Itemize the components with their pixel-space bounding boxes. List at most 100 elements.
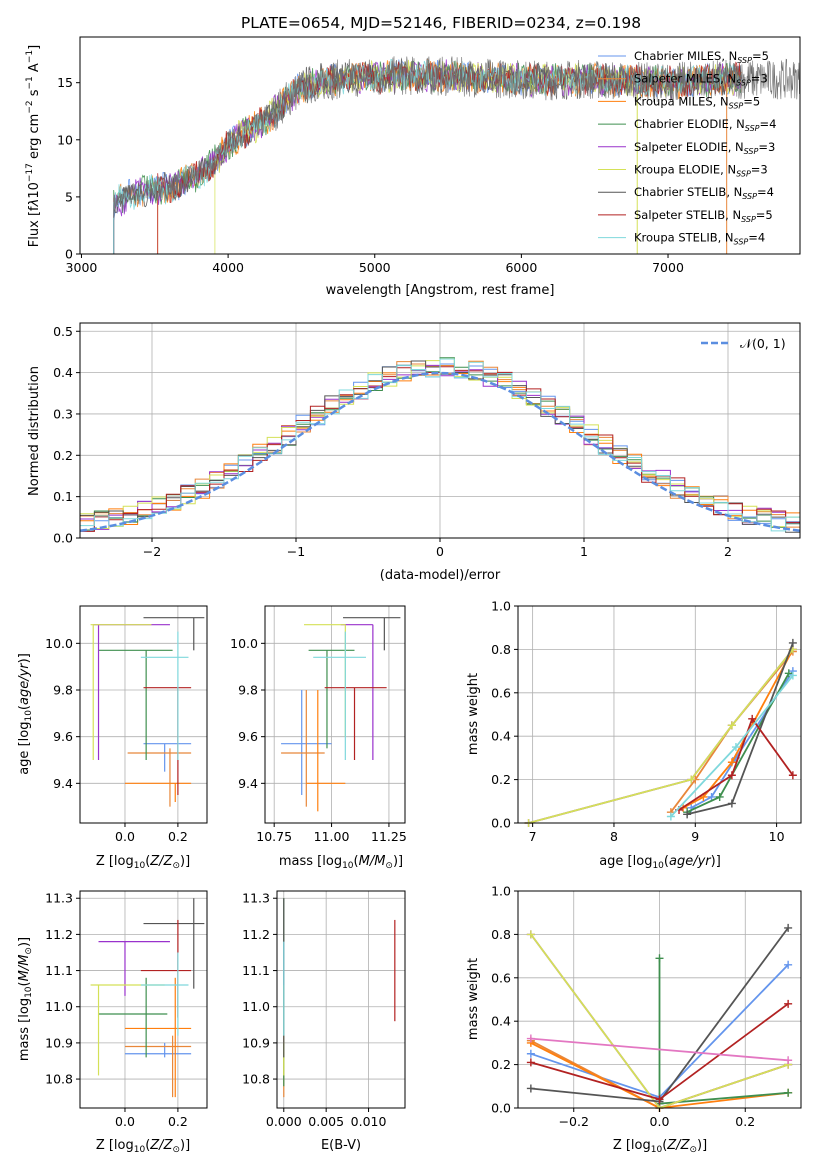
spectrum-title: PLATE=0654, MJD=52146, FIBERID=0234, z=0… bbox=[241, 14, 641, 32]
mass-vs-Z-frame bbox=[79, 890, 208, 1109]
mass-vs-ebv-panel: 0.000 0.005 0.010 10.8 10.9 11.0 11.1 11.2 11.3… bbox=[242, 890, 406, 1153]
y-tick-label: 10.8 bbox=[242, 1072, 270, 1087]
weight-point bbox=[784, 960, 793, 969]
age-vs-Z-frame bbox=[79, 605, 208, 824]
x-tick-label: 0.2 bbox=[168, 829, 188, 844]
y-tick-label: 0.3 bbox=[53, 406, 73, 421]
mass-vs-ebv-errorbars bbox=[283, 898, 396, 1098]
weight-point bbox=[727, 771, 736, 780]
y-tick-label: 0.2 bbox=[491, 772, 511, 787]
residuals-y-label: Normed distribution bbox=[27, 366, 42, 496]
y-tick-label: 0.0 bbox=[491, 1101, 511, 1116]
age-vs-mass-errorbars bbox=[281, 617, 401, 812]
y-tick-label: 10.8 bbox=[45, 1072, 73, 1087]
weight-point bbox=[748, 714, 757, 723]
y-tick-label: 0.6 bbox=[491, 685, 511, 700]
age-vs-Z-y-label: age [log10(age/yr)] bbox=[17, 653, 34, 775]
weight-point bbox=[655, 1095, 664, 1104]
x-tick-label: 10.75 bbox=[256, 829, 292, 844]
x-tick-label: 0.010 bbox=[351, 1114, 387, 1129]
legend-label: Kroupa ELODIE, NSSP=3 bbox=[634, 163, 768, 179]
x-tick-label: 11.00 bbox=[314, 829, 350, 844]
mw-age-x-label: age [log10(age/yr)] bbox=[599, 854, 721, 871]
age-vs-metallicity-panel: 0.0 0.2 9.4 9.6 9.8 10.0 Z [log10(Z/Z⊙)] age… bbox=[17, 605, 208, 871]
weight-point bbox=[666, 812, 675, 821]
residuals-x-ticks: −2 −1 0 1 2 bbox=[143, 538, 732, 559]
residuals-legend: 𝒩(0, 1) bbox=[701, 336, 786, 351]
mw-Z-x-label: Z [log10(Z/Z⊙)] bbox=[613, 1138, 707, 1155]
y-tick-label: 9.6 bbox=[53, 729, 73, 744]
age-vs-Z-y-ticks: 9.4 9.6 9.8 10.0 bbox=[45, 636, 80, 791]
legend-label: Salpeter ELODIE, NSSP=3 bbox=[634, 140, 775, 156]
mw-age-lines bbox=[524, 638, 797, 827]
age-vs-mass-x-label: mass [log10(M/M⊙)] bbox=[279, 854, 403, 871]
weight-point bbox=[788, 638, 797, 647]
residuals-grid bbox=[80, 323, 800, 539]
weight-point bbox=[526, 1084, 535, 1093]
weight-series-9 bbox=[530, 1037, 789, 1062]
mw-age-x-ticks: 7 8 9 10 bbox=[529, 823, 785, 844]
mass-vs-Z-y-ticks: 10.8 10.9 11.0 11.1 11.2 11.3 bbox=[45, 891, 80, 1087]
weight-series-3 bbox=[682, 648, 794, 809]
y-tick-label: 15 bbox=[57, 75, 73, 90]
mw-age-frame bbox=[517, 605, 802, 824]
weight-point bbox=[784, 923, 793, 932]
residual-histogram-9 bbox=[79, 358, 801, 538]
y-tick-label: 0.5 bbox=[53, 324, 73, 339]
mw-age-y-ticks: 0.0 0.2 0.4 0.6 0.8 1.0 bbox=[491, 599, 518, 831]
mass-vs-ebv-x-label: E(B-V) bbox=[321, 1138, 361, 1153]
x-tick-label: 0.005 bbox=[308, 1114, 344, 1129]
x-tick-label: 0.0 bbox=[650, 1114, 670, 1129]
y-tick-label: 9.6 bbox=[238, 729, 258, 744]
x-tick-label: 7 bbox=[529, 829, 537, 844]
legend-label: Salpeter STELIB, NSSP=5 bbox=[634, 208, 773, 224]
y-tick-label: 10.9 bbox=[242, 1035, 270, 1050]
weight-series-6 bbox=[528, 648, 794, 824]
residuals-histograms bbox=[79, 357, 801, 538]
x-tick-label: 0.0 bbox=[115, 1114, 135, 1129]
y-tick-label: 0.0 bbox=[53, 531, 73, 546]
weight-point bbox=[526, 930, 535, 939]
spectrum-y-ticks: 0 5 10 15 bbox=[57, 75, 80, 262]
weight-point bbox=[526, 1049, 535, 1058]
mass-vs-ebv-x-ticks: 0.000 0.005 0.010 bbox=[266, 1108, 387, 1129]
mass-weight-vs-metallicity-panel: −0.2 0.0 0.2 0.0 0.2 0.4 0.6 0.8 1.0 Z [log10(Z… bbox=[466, 884, 802, 1155]
weight-point bbox=[707, 792, 716, 801]
spectrum-x-label: wavelength [Angstrom, rest frame] bbox=[326, 283, 555, 298]
mass-vs-ebv-frame bbox=[276, 890, 406, 1109]
weight-point bbox=[715, 792, 724, 801]
x-tick-label: 8 bbox=[610, 829, 618, 844]
y-tick-label: 9.8 bbox=[53, 683, 73, 698]
spectrum-x-ticks: 3000 4000 5000 6000 7000 bbox=[66, 254, 684, 275]
weight-series-2 bbox=[670, 651, 794, 813]
y-tick-label: 10.9 bbox=[45, 1035, 73, 1050]
legend-label: Chabrier ELODIE, NSSP=4 bbox=[634, 117, 776, 133]
y-tick-label: 11.1 bbox=[242, 963, 270, 978]
residuals-y-ticks: 0.0 0.1 0.2 0.3 0.4 0.5 bbox=[53, 324, 80, 546]
weight-series-1 bbox=[690, 670, 794, 809]
y-tick-label: 1.0 bbox=[491, 599, 511, 614]
weight-point bbox=[784, 1088, 793, 1097]
y-tick-label: 0.4 bbox=[491, 729, 511, 744]
model-spectrum-9 bbox=[113, 58, 742, 254]
x-tick-label: 10 bbox=[769, 829, 785, 844]
y-tick-label: 0.4 bbox=[491, 1014, 511, 1029]
weight-point bbox=[731, 743, 740, 752]
x-tick-label: 0.0 bbox=[115, 829, 135, 844]
y-tick-label: 10 bbox=[57, 132, 73, 147]
age-vs-mass-panel: 10.75 11.00 11.25 9.4 9.6 9.8 10.0 mass [log1… bbox=[230, 605, 407, 871]
y-tick-label: 0.8 bbox=[491, 927, 511, 942]
y-tick-label: 0 bbox=[65, 247, 73, 262]
y-tick-label: 0.2 bbox=[53, 448, 73, 463]
weight-series-9 bbox=[670, 674, 794, 818]
mass-vs-Z-x-label: Z [log10(Z/Z⊙)] bbox=[96, 1138, 190, 1155]
y-tick-label: 11.2 bbox=[45, 927, 73, 942]
y-tick-label: 11.2 bbox=[242, 927, 270, 942]
legend-label: Salpeter MILES, NSSP=3 bbox=[634, 72, 768, 88]
mass-weight-vs-age-panel: 7 8 9 10 0.0 0.2 0.4 0.6 0.8 1.0 age [log10(age/… bbox=[466, 599, 802, 871]
legend-label: Chabrier MILES, NSSP=5 bbox=[634, 49, 769, 65]
weight-point bbox=[727, 799, 736, 808]
y-tick-label: 11.0 bbox=[45, 999, 73, 1014]
spectrum-y-label: Flux [fλ10−17 erg cm−2 s−1 A−1] bbox=[25, 45, 42, 247]
